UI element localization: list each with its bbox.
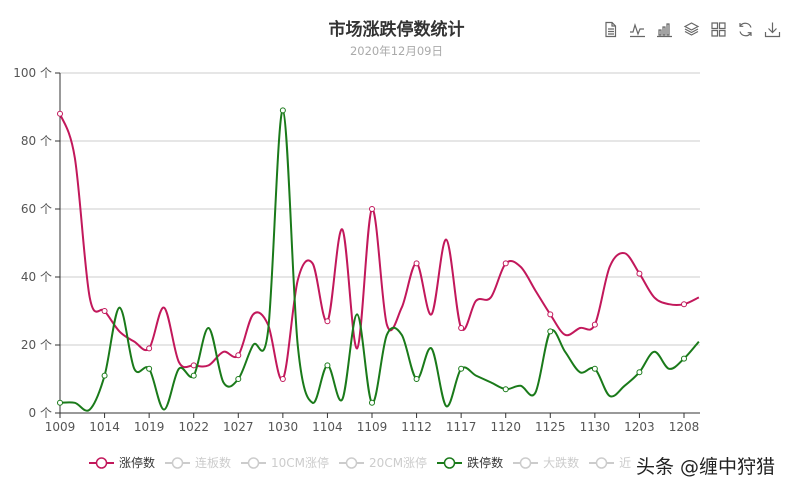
series-line[interactable] [59,113,700,381]
data-point-marker[interactable] [681,301,687,308]
data-point-marker[interactable] [190,372,197,379]
x-tick-label: 1104 [312,420,343,434]
line-chart-button[interactable] [627,19,647,39]
chart-subtitle: 2020年12月09日 [349,44,444,58]
x-tick-label: 1030 [268,420,299,434]
toolbox [600,19,782,39]
y-axis: 0 个 20 个 40 个 60 个 80 个 100 个 [13,66,61,420]
data-point-marker[interactable] [681,355,687,362]
data-point-marker[interactable] [235,352,242,359]
stack-button[interactable] [681,19,701,39]
data-point-marker[interactable] [369,399,375,406]
x-tick-label: 1120 [490,420,521,434]
series-line[interactable] [59,109,700,412]
y-tick-label: 100 个 [13,66,52,80]
legend-line-circle-icon [89,456,114,469]
restore-button[interactable] [735,19,755,39]
legend-line-circle-icon [165,456,191,469]
x-tick-label: 1117 [446,420,477,434]
data-point-marker[interactable] [324,318,331,325]
legend-item-10cm-limit-up[interactable]: 10CM涨停 [241,454,329,471]
legend-label: 连板数 [195,456,232,470]
tiled-button[interactable] [708,19,728,39]
legend-label: 跌停数 [467,456,504,470]
data-point-marker[interactable] [190,362,197,369]
data-point-marker[interactable] [146,345,153,352]
legend: 涨停数 连板数 10CM涨停 20CM涨停 跌停数 大跌数 近 [89,454,631,471]
data-point-marker[interactable] [146,365,153,372]
y-tick-label: 20 个 [21,338,52,352]
x-tick-label: 1203 [624,420,655,434]
legend-line-circle-icon [241,456,267,469]
data-point-marker[interactable] [458,365,465,372]
data-point-marker[interactable] [279,107,286,114]
data-point-marker[interactable] [413,260,420,267]
y-tick-label: 80 个 [21,134,52,148]
x-tick-label: 1027 [223,420,254,434]
legend-line-circle-icon [437,456,463,469]
y-tick-label: 40 个 [21,270,52,284]
data-point-marker[interactable] [101,308,108,314]
x-tick-label: 1130 [580,420,611,434]
y-tick-label: 60 个 [21,202,52,216]
legend-line-circle-icon [339,456,365,469]
restore-icon [738,22,752,36]
line-chart-icon [629,22,645,37]
legend-label: 大跌数 [543,456,580,470]
data-point-marker[interactable] [591,365,598,372]
legend-item-limit-up[interactable]: 涨停数 [89,454,155,471]
download-icon [764,22,780,37]
x-tick-label: 1022 [178,420,209,434]
x-tick-label: 1125 [535,420,566,434]
data-view-icon [604,21,616,37]
download-button[interactable] [762,19,782,39]
data-point-marker[interactable] [324,362,331,369]
tiled-icon [710,21,726,37]
legend-label: 20CM涨停 [369,456,428,470]
bar-chart-icon [656,22,672,37]
x-tick-label: 1009 [45,420,76,434]
legend-line-circle-icon [589,456,615,469]
x-tick-label: 1019 [134,420,165,434]
legend-item-20cm-limit-up[interactable]: 20CM涨停 [339,454,427,471]
legend-item-limit-down[interactable]: 跌停数 [437,454,503,471]
legend-item-consecutive[interactable]: 连板数 [165,454,231,471]
legend-line-circle-icon [513,456,539,469]
data-point-marker[interactable] [369,206,375,212]
data-point-marker[interactable] [636,270,643,277]
data-point-marker[interactable] [502,386,509,393]
x-tick-label: 1112 [401,420,432,434]
legend-label: 近 [619,456,632,470]
data-point-marker[interactable] [279,376,286,382]
legend-item-recent[interactable]: 近 [589,454,631,471]
data-point-marker[interactable] [413,376,420,382]
data-point-marker[interactable] [458,325,465,331]
data-point-marker[interactable] [591,321,598,328]
data-point-marker[interactable] [57,110,63,117]
data-point-marker[interactable] [235,376,242,382]
x-tick-label: 1014 [89,420,120,434]
x-tick-label: 1208 [669,420,700,434]
bar-chart-button[interactable] [654,19,674,39]
stack-icon [683,21,699,36]
data-point-marker[interactable] [547,311,554,318]
legend-label: 10CM涨停 [271,456,330,470]
data-view-button[interactable] [600,19,620,39]
legend-label: 涨停数 [119,456,156,470]
data-point-marker[interactable] [502,260,509,267]
data-point-marker[interactable] [547,328,554,335]
series-lines [57,107,700,412]
watermark: 头条 @缠中狩猎 [636,452,776,479]
chart-title: 市场涨跌停数统计 [328,20,465,40]
y-tick-label: 0 个 [29,406,52,420]
data-point-marker[interactable] [636,369,643,376]
x-tick-label: 1109 [357,420,388,434]
legend-item-big-drop[interactable]: 大跌数 [513,454,579,471]
y-gridlines [60,72,700,346]
data-point-marker[interactable] [57,399,63,406]
data-point-marker[interactable] [101,372,108,379]
x-axis: 1009 1014 1019 1022 1027 1030 1104 1109 1112 1117… [45,412,700,434]
